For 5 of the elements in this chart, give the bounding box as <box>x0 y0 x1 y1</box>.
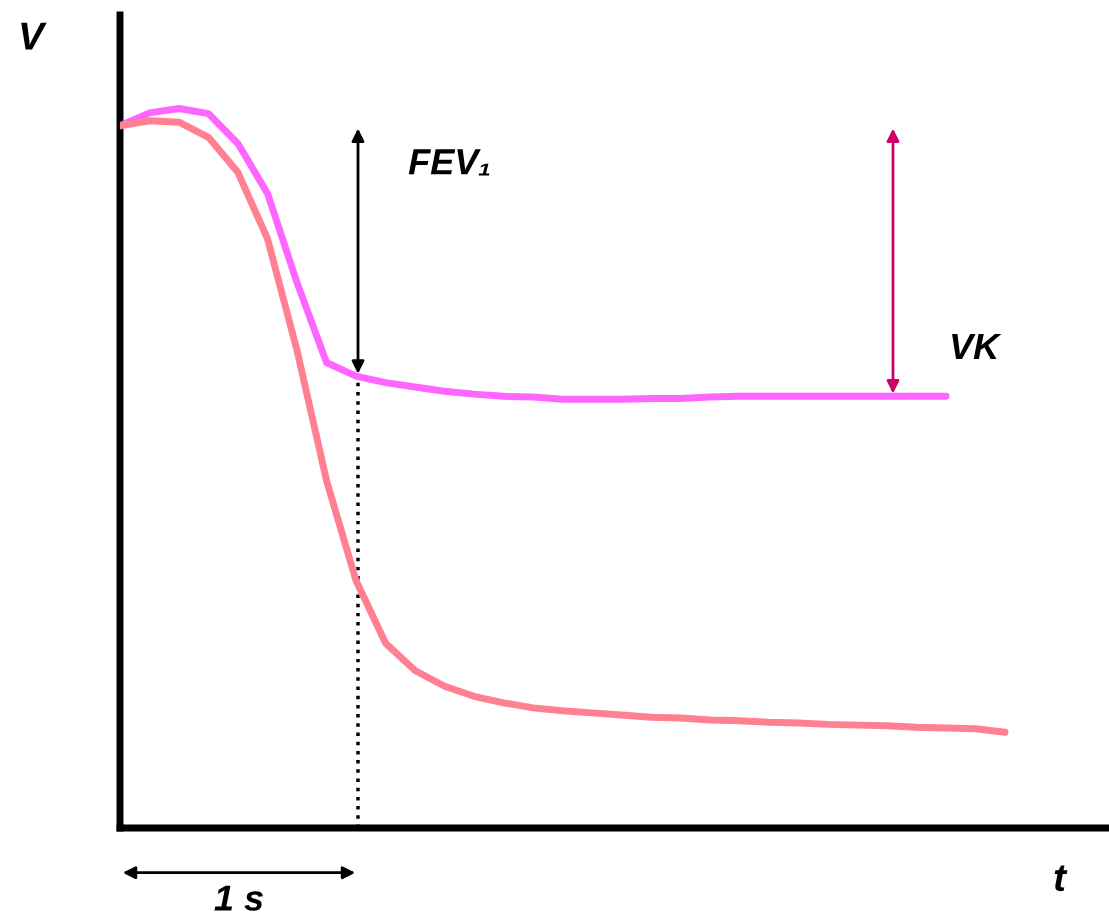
text: 1 s <box>214 885 263 911</box>
annotation: FEV₁ <box>408 149 490 176</box>
y-axis-title: V <box>21 22 47 50</box>
x-axis-title: t <box>1054 865 1068 892</box>
annotation: VK <box>952 334 1002 359</box>
